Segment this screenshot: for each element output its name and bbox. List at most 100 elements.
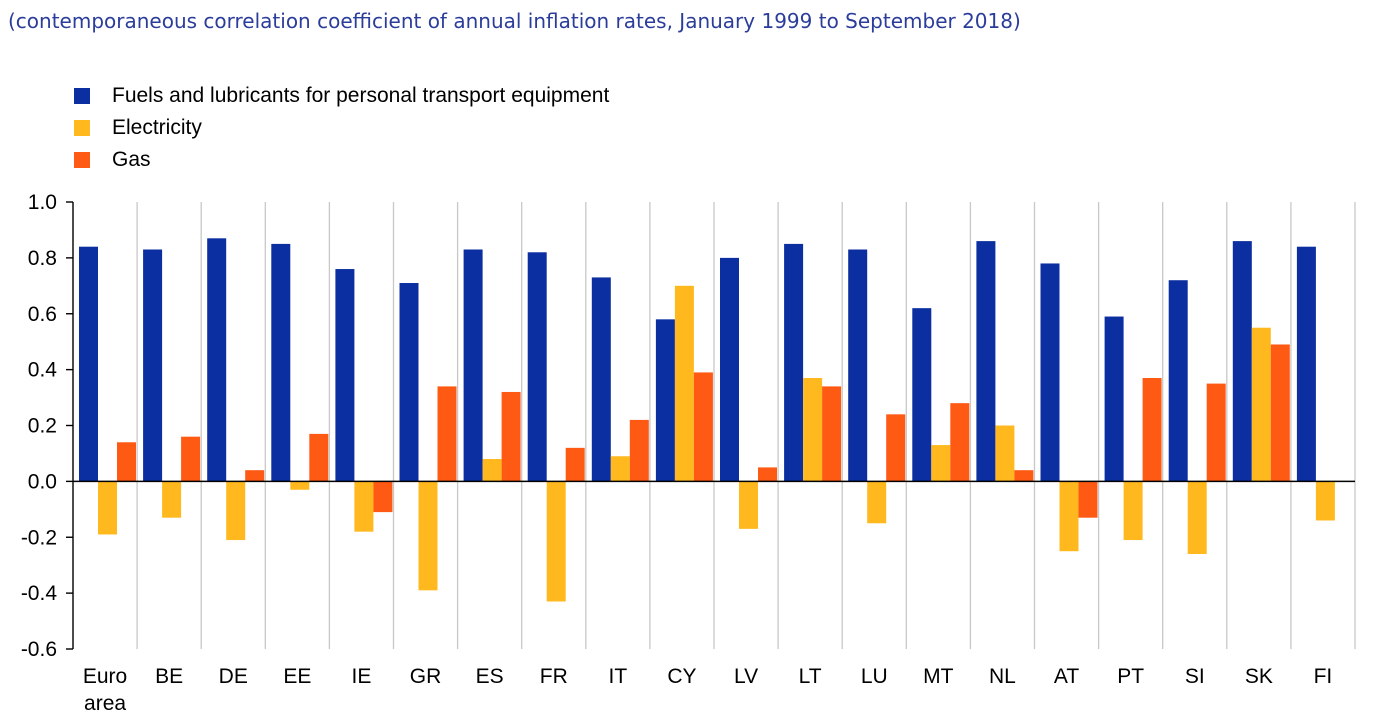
bar-gas-pt xyxy=(1142,378,1162,482)
bar-electricity-euro-area xyxy=(98,481,117,535)
bar-gas-ie xyxy=(373,481,393,513)
bar-gas-lt xyxy=(822,386,842,482)
bar-electricity-lu xyxy=(867,481,887,524)
bar-electricity-sk xyxy=(1251,327,1271,482)
chart-subtitle: (contemporaneous correlation coefficient… xyxy=(8,9,1021,33)
bar-gas-sk xyxy=(1270,344,1290,482)
x-tick-labels: Euro area BE DE EE IE GR ES FR IT CY LV LT LU MT NL AT PT… xyxy=(83,665,1332,715)
x-tick-label: FR xyxy=(540,665,568,688)
bar-gas-mt xyxy=(950,403,970,482)
bar-electricity-nl xyxy=(995,425,1015,482)
bar-electricity-si xyxy=(1187,481,1207,555)
x-tick-label: LV xyxy=(734,665,758,688)
bar-fuels-de xyxy=(207,238,227,482)
legend-swatch-fuels xyxy=(74,88,90,104)
x-tick-label: MT xyxy=(923,665,953,688)
bar-electricity-lv xyxy=(739,481,758,529)
x-tick-label: LU xyxy=(861,665,888,688)
bar-fuels-cy xyxy=(655,319,675,482)
x-tick-label: CY xyxy=(667,665,696,688)
x-tick-label: PT xyxy=(1117,665,1144,688)
y-tick-label: 1.0 xyxy=(28,191,57,214)
legend-label-electricity: Electricity xyxy=(112,116,202,139)
bar-electricity-at xyxy=(1059,481,1079,552)
bar-electricity-be xyxy=(162,481,182,518)
y-tick-label: 0.2 xyxy=(28,415,57,438)
bar-gas-si xyxy=(1206,383,1226,482)
bar-gas-de xyxy=(245,470,265,482)
y-tick-label: 0.0 xyxy=(28,470,57,493)
x-tick-label: IT xyxy=(609,665,628,688)
bar-fuels-nl xyxy=(976,241,996,482)
bar-gas-fr xyxy=(565,447,585,482)
bar-fuels-lv xyxy=(720,257,739,482)
x-tick-label: SI xyxy=(1185,665,1205,688)
bar-gas-it xyxy=(629,419,649,482)
legend-swatch-gas xyxy=(74,152,90,168)
bar-gas-lu xyxy=(886,414,906,482)
x-tick-label: DE xyxy=(219,665,248,688)
legend-label-gas: Gas xyxy=(112,148,151,171)
bar-fuels-at xyxy=(1040,263,1060,482)
bar-fuels-it xyxy=(591,277,611,482)
legend-item-electricity: Electricity xyxy=(74,112,609,144)
grid-layer xyxy=(136,202,1356,649)
legend-item-gas: Gas xyxy=(74,144,609,176)
bar-gas-es xyxy=(501,391,521,482)
bar-fuels-si xyxy=(1168,280,1188,482)
bar-fuels-fr xyxy=(527,252,547,482)
bar-electricity-es xyxy=(482,459,502,482)
y-tick-label: -0.4 xyxy=(21,582,58,605)
bar-gas-at xyxy=(1078,481,1098,518)
x-tick-label: Euro area xyxy=(83,665,127,715)
x-tick-label: FI xyxy=(1314,665,1333,688)
bar-fuels-pt xyxy=(1104,316,1124,482)
bar-electricity-it xyxy=(610,456,630,482)
x-tick-label: AT xyxy=(1054,665,1079,688)
bar-fuels-fi xyxy=(1296,246,1316,482)
x-tick-label: NL xyxy=(989,665,1016,688)
bar-fuels-ee xyxy=(271,243,291,482)
bar-fuels-sk xyxy=(1232,241,1252,482)
bar-fuels-lt xyxy=(784,243,804,482)
legend-label-fuels: Fuels and lubricants for personal transp… xyxy=(112,84,610,107)
bar-fuels-mt xyxy=(912,308,932,482)
axis-layer xyxy=(66,201,1355,650)
y-tick-label: -0.2 xyxy=(21,526,57,549)
x-tick-label: GR xyxy=(410,665,442,688)
bar-gas-cy xyxy=(693,372,713,482)
legend-swatch-electricity xyxy=(74,120,90,136)
x-tick-label: IE xyxy=(352,665,372,688)
x-tick-label: ES xyxy=(476,665,504,688)
bar-fuels-be xyxy=(143,249,163,482)
bar-gas-lv xyxy=(758,467,777,482)
bar-electricity-ie xyxy=(354,481,374,532)
x-tick-label: SK xyxy=(1245,665,1273,688)
bar-electricity-fi xyxy=(1315,481,1335,521)
bar-fuels-ie xyxy=(335,269,355,482)
x-tick-label: EE xyxy=(283,665,311,688)
bar-gas-nl xyxy=(1014,470,1034,482)
bar-electricity-lt xyxy=(803,378,823,482)
bar-electricity-cy xyxy=(674,285,694,482)
bar-electricity-ee xyxy=(290,481,310,490)
bar-fuels-gr xyxy=(399,283,419,482)
bar-fuels-euro-area xyxy=(79,246,98,482)
bar-gas-ee xyxy=(309,433,329,482)
bar-electricity-gr xyxy=(418,481,438,591)
y-tick-label: 0.6 xyxy=(28,303,57,326)
y-tick-labels: 1.0 0.8 0.6 0.4 0.2 0.0 -0.2 -0.4 -0.6 xyxy=(21,191,58,661)
y-tick-label: 0.4 xyxy=(28,359,58,382)
y-tick-label: -0.6 xyxy=(21,638,57,661)
bar-electricity-pt xyxy=(1123,481,1143,541)
x-tick-label: LT xyxy=(799,665,822,688)
x-tick-label: BE xyxy=(155,665,183,688)
bar-gas-euro-area xyxy=(117,442,136,482)
bar-electricity-mt xyxy=(931,445,951,482)
bar-fuels-lu xyxy=(848,249,868,482)
bar-gas-gr xyxy=(437,386,457,482)
legend-item-fuels: Fuels and lubricants for personal transp… xyxy=(74,80,609,112)
bar-layer xyxy=(79,238,1335,602)
y-tick-label: 0.8 xyxy=(28,247,57,270)
